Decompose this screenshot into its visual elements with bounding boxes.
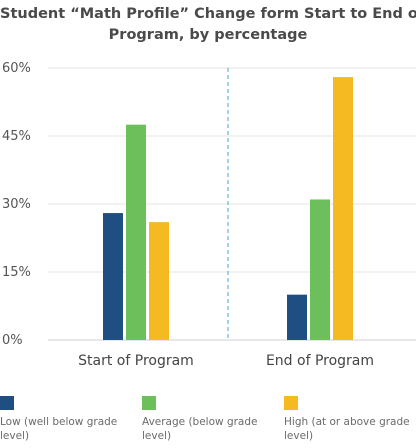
x-tick-label: End of Program: [266, 353, 374, 369]
legend-swatch-average: [142, 396, 156, 410]
legend-item-average: Average (below grade level): [142, 396, 272, 443]
x-tick-label: Start of Program: [78, 353, 194, 369]
chart-title-line-2: Program, by percentage: [108, 27, 308, 43]
bar: [103, 213, 123, 340]
bar: [287, 294, 307, 340]
legend-swatch-low: [0, 396, 14, 410]
y-tick-label: 15%: [2, 265, 31, 280]
y-tick-label: 30%: [2, 197, 31, 212]
y-tick-label: 45%: [2, 129, 31, 144]
legend-label-low: Low (well below grade level): [0, 416, 118, 442]
legend-item-low: Low (well below grade level): [0, 396, 130, 443]
y-tick-label: 60%: [2, 61, 31, 76]
legend-swatch-high: [284, 396, 298, 410]
bar: [149, 222, 169, 340]
y-tick-label: 0%: [2, 333, 23, 348]
chart-title: Student “Math Profile” Change form Start…: [0, 4, 416, 46]
legend-label-high: High (at or above grade level): [284, 416, 410, 442]
legend-label-average: Average (below grade level): [142, 416, 258, 442]
bar-chart: 0% 15% 30% 45% 60% Start of Program End of Pro…: [2, 61, 416, 369]
legend-item-high: High (at or above grade level): [284, 396, 414, 443]
bar: [310, 199, 330, 340]
bar: [126, 124, 146, 341]
bar: [333, 77, 353, 341]
chart-title-line-1: Student “Math Profile” Change form Start…: [0, 6, 416, 22]
